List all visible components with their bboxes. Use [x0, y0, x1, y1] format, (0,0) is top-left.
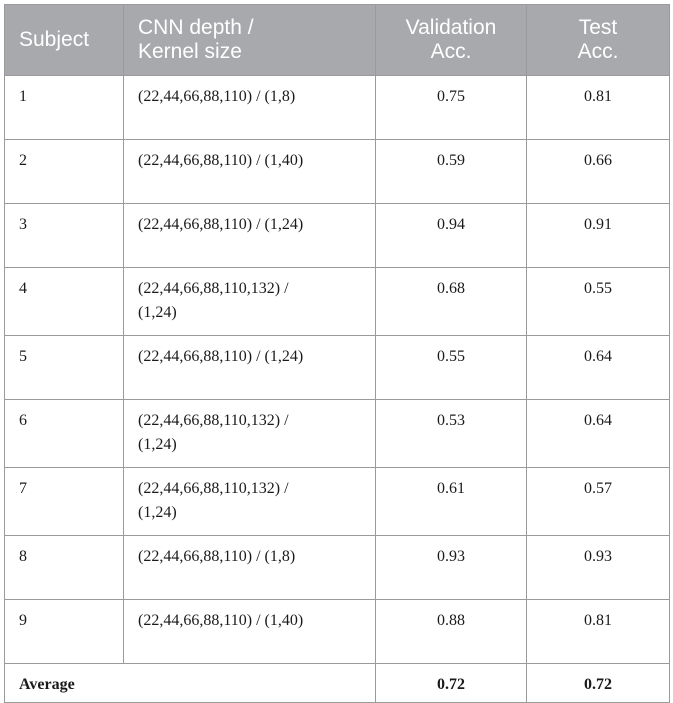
- validation-acc-cell: 0.75: [375, 75, 527, 140]
- table-row: 5 (22,44,66,88,110) / (1,24) 0.55 0.64: [4, 335, 670, 400]
- header-subject: Subject: [4, 4, 124, 76]
- test-acc-cell: 0.93: [526, 535, 670, 600]
- average-row: Average 0.72 0.72: [4, 663, 670, 703]
- validation-acc-cell: 0.55: [375, 335, 527, 400]
- config-cell: (22,44,66,88,110) / (1,8): [123, 535, 376, 600]
- header-row: Subject CNN depth / Kernel size Validatio…: [4, 4, 670, 76]
- table-row: 1 (22,44,66,88,110) / (1,8) 0.75 0.81: [4, 75, 670, 140]
- table-row: 2 (22,44,66,88,110) / (1,40) 0.59 0.66: [4, 139, 670, 204]
- config-cell: (22,44,66,88,110) / (1,8): [123, 75, 376, 140]
- validation-acc-cell: 0.61: [375, 467, 527, 536]
- validation-acc-cell: 0.68: [375, 267, 527, 336]
- config-cell: (22,44,66,88,110) / (1,24): [123, 335, 376, 400]
- average-label: Average: [4, 663, 376, 703]
- config-cell: (22,44,66,88,110,132) / (1,24): [123, 399, 376, 468]
- table-body: 1 (22,44,66,88,110) / (1,8) 0.75 0.81 2 (22,4…: [4, 75, 670, 703]
- validation-acc-cell: 0.88: [375, 599, 527, 664]
- subject-cell: 4: [4, 267, 124, 336]
- test-acc-cell: 0.91: [526, 203, 670, 268]
- test-acc-cell: 0.81: [526, 75, 670, 140]
- validation-acc-cell: 0.59: [375, 139, 527, 204]
- subject-cell: 1: [4, 75, 124, 140]
- table-row: 6 (22,44,66,88,110,132) / (1,24) 0.53 0.64: [4, 399, 670, 468]
- test-acc-cell: 0.64: [526, 335, 670, 400]
- table-row: 3 (22,44,66,88,110) / (1,24) 0.94 0.91: [4, 203, 670, 268]
- table-row: 9 (22,44,66,88,110) / (1,40) 0.88 0.81: [4, 599, 670, 664]
- config-cell: (22,44,66,88,110) / (1,40): [123, 599, 376, 664]
- test-acc-cell: 0.81: [526, 599, 670, 664]
- header-cnn-depth-kernel-size: CNN depth / Kernel size: [123, 4, 376, 76]
- test-acc-cell: 0.66: [526, 139, 670, 204]
- config-cell: (22,44,66,88,110) / (1,24): [123, 203, 376, 268]
- test-acc-cell: 0.57: [526, 467, 670, 536]
- subject-cell: 3: [4, 203, 124, 268]
- average-validation-acc: 0.72: [375, 663, 527, 703]
- subject-cell: 2: [4, 139, 124, 204]
- config-cell: (22,44,66,88,110) / (1,40): [123, 139, 376, 204]
- validation-acc-cell: 0.93: [375, 535, 527, 600]
- table-row: 7 (22,44,66,88,110,132) / (1,24) 0.61 0.57: [4, 467, 670, 536]
- config-cell: (22,44,66,88,110,132) / (1,24): [123, 267, 376, 336]
- table-header: Subject CNN depth / Kernel size Validatio…: [4, 4, 670, 76]
- subject-cell: 7: [4, 467, 124, 536]
- subject-cell: 5: [4, 335, 124, 400]
- subject-cell: 8: [4, 535, 124, 600]
- config-cell: (22,44,66,88,110,132) / (1,24): [123, 467, 376, 536]
- test-acc-cell: 0.64: [526, 399, 670, 468]
- validation-acc-cell: 0.94: [375, 203, 527, 268]
- results-table: Subject CNN depth / Kernel size Validatio…: [4, 4, 670, 703]
- average-test-acc: 0.72: [526, 663, 670, 703]
- header-test-acc: Test Acc.: [526, 4, 670, 76]
- test-acc-cell: 0.55: [526, 267, 670, 336]
- table-row: 8 (22,44,66,88,110) / (1,8) 0.93 0.93: [4, 535, 670, 600]
- header-validation-acc: Validation Acc.: [375, 4, 527, 76]
- subject-cell: 6: [4, 399, 124, 468]
- validation-acc-cell: 0.53: [375, 399, 527, 468]
- subject-cell: 9: [4, 599, 124, 664]
- table-row: 4 (22,44,66,88,110,132) / (1,24) 0.68 0.55: [4, 267, 670, 336]
